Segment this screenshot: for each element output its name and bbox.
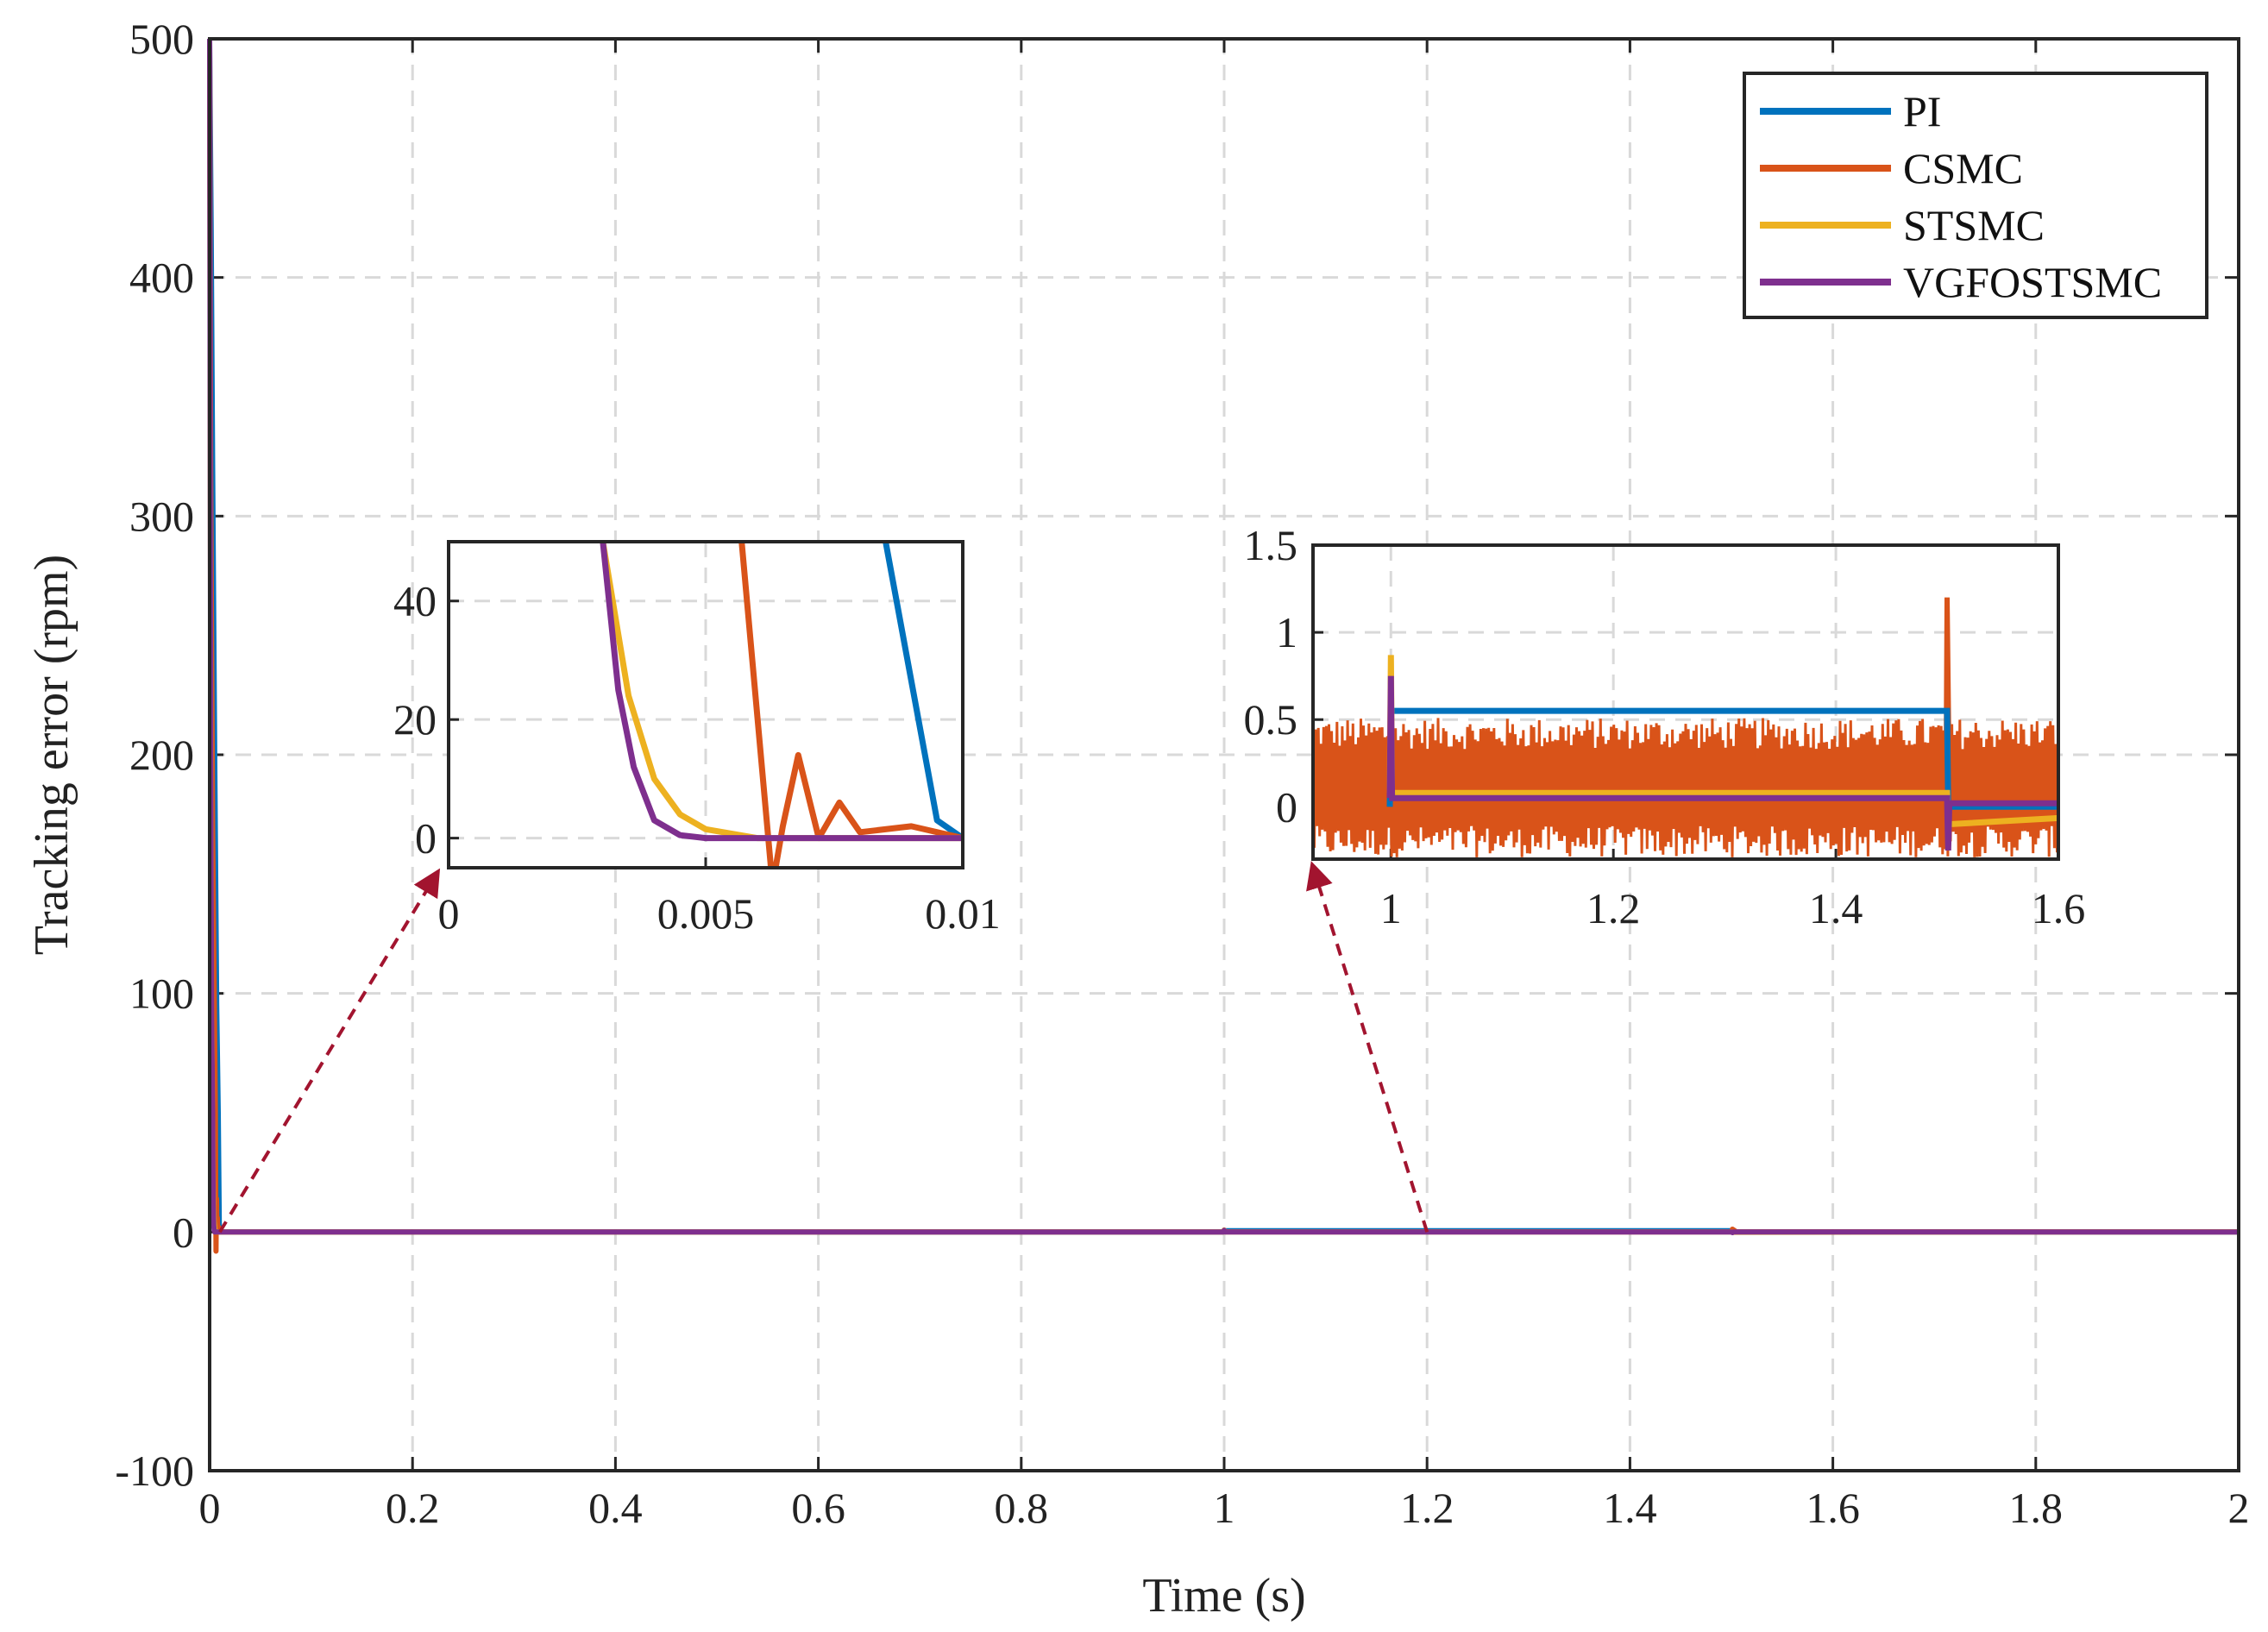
x-tick-label: 1.2 xyxy=(1400,1484,1454,1532)
x-axis-title: Time (s) xyxy=(1142,1569,1305,1623)
inset1-series-line-stsmc xyxy=(600,542,963,842)
x-tick-label: 1.8 xyxy=(2009,1484,2064,1532)
series-line-vgfostsmc xyxy=(207,38,2239,1235)
y-tick-label: -100 xyxy=(115,1447,194,1495)
y-tick-label: 300 xyxy=(129,492,194,540)
inset1-x-tick-label: 0.005 xyxy=(657,889,755,938)
y-tick-label: 200 xyxy=(129,731,194,779)
inset1-y-tick-label: 20 xyxy=(393,695,437,744)
inset1-y-tick-label: 0 xyxy=(415,814,437,863)
y-tick-label: 0 xyxy=(173,1208,194,1256)
x-tick-label: 0 xyxy=(199,1484,221,1532)
inset2-x-tick-label: 1.6 xyxy=(2032,884,2086,932)
y-axis-title: Tracking error (rpm) xyxy=(25,555,79,955)
inset2-y-tick-label: 0 xyxy=(1276,782,1297,831)
inset1-series-line-vgfostsmc xyxy=(600,542,963,842)
x-tick-label: 1 xyxy=(1214,1484,1235,1532)
legend-label-pi: PI xyxy=(1903,87,1941,135)
inset2-y-tick-label: 1.5 xyxy=(1244,521,1298,569)
x-tick-label: 0.4 xyxy=(588,1484,643,1532)
y-tick-label: 100 xyxy=(129,970,194,1018)
inset2-x-tick-label: 1.2 xyxy=(1586,884,1641,932)
inset2-series-line-vgfostsmc xyxy=(1386,675,2058,851)
x-tick-label: 1.6 xyxy=(1806,1484,1860,1532)
inset1-y-tick-label: 40 xyxy=(393,577,437,625)
y-tick-label: 500 xyxy=(129,15,194,63)
x-tick-label: 1.4 xyxy=(1603,1484,1657,1532)
inset2-frame xyxy=(1311,543,2060,861)
inset1-series-line-pi xyxy=(882,542,963,841)
legend-label-stsmc: STSMC xyxy=(1903,201,2045,249)
legend-label-vgfostsmc: VGFOSTSMC xyxy=(1903,258,2162,306)
zoom-arrow-1 xyxy=(218,868,441,1233)
inset2-x-tick-label: 1.4 xyxy=(1809,884,1863,932)
y-tick-label: 400 xyxy=(129,254,194,302)
x-tick-label: 0.6 xyxy=(791,1484,845,1532)
inset2-y-tick-label: 0.5 xyxy=(1244,695,1298,744)
inset1-frame xyxy=(447,540,964,869)
inset2-y-tick-label: 1 xyxy=(1276,608,1297,656)
inset1-x-tick-label: 0.01 xyxy=(925,889,1001,938)
inset2-x-tick-label: 1 xyxy=(1380,884,1402,932)
x-tick-label: 0.2 xyxy=(386,1484,440,1532)
legend-label-csmc: CSMC xyxy=(1903,144,2023,192)
inset1-x-tick-label: 0 xyxy=(438,889,460,938)
x-tick-label: 0.8 xyxy=(995,1484,1049,1532)
x-tick-label: 2 xyxy=(2228,1484,2250,1532)
plot-frame xyxy=(208,37,2240,1472)
zoom-arrow-2 xyxy=(1306,861,1429,1233)
inset1-series-line-csmc xyxy=(738,542,963,868)
